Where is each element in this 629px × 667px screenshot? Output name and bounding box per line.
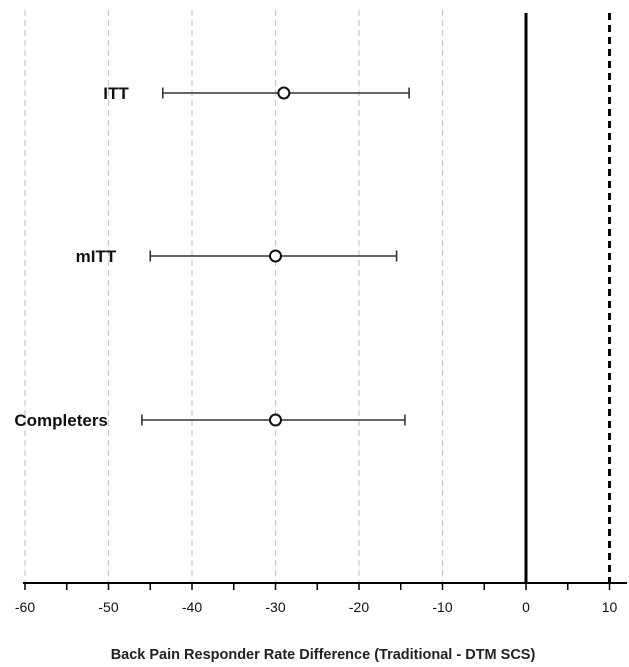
x-tick-label: 10 — [602, 599, 618, 615]
x-tick-label: -10 — [432, 599, 452, 615]
row-label: Completers — [14, 411, 108, 430]
reference-lines — [524, 13, 611, 583]
row: ITT — [103, 84, 410, 103]
x-tick-label: -20 — [349, 599, 369, 615]
x-tick-label: -60 — [15, 599, 35, 615]
estimate-rows: ITT mITT Completers — [14, 84, 410, 430]
x-axis-ticks: -60 -50 -40 -30 -20 -10 0 10 — [15, 583, 618, 615]
x-axis-title: Back Pain Responder Rate Difference (Tra… — [111, 647, 536, 663]
row: mITT — [76, 247, 398, 266]
x-tick-label: -30 — [265, 599, 285, 615]
row-label: mITT — [76, 247, 117, 266]
x-tick-label: -50 — [98, 599, 118, 615]
x-tick-label: -40 — [182, 599, 202, 615]
grid-lines — [24, 10, 444, 583]
row-label: ITT — [103, 84, 129, 103]
point-estimate — [277, 86, 291, 100]
x-tick-label: 0 — [522, 599, 530, 615]
row: Completers — [14, 411, 406, 430]
point-estimate — [269, 249, 282, 263]
point-estimate — [269, 413, 282, 427]
